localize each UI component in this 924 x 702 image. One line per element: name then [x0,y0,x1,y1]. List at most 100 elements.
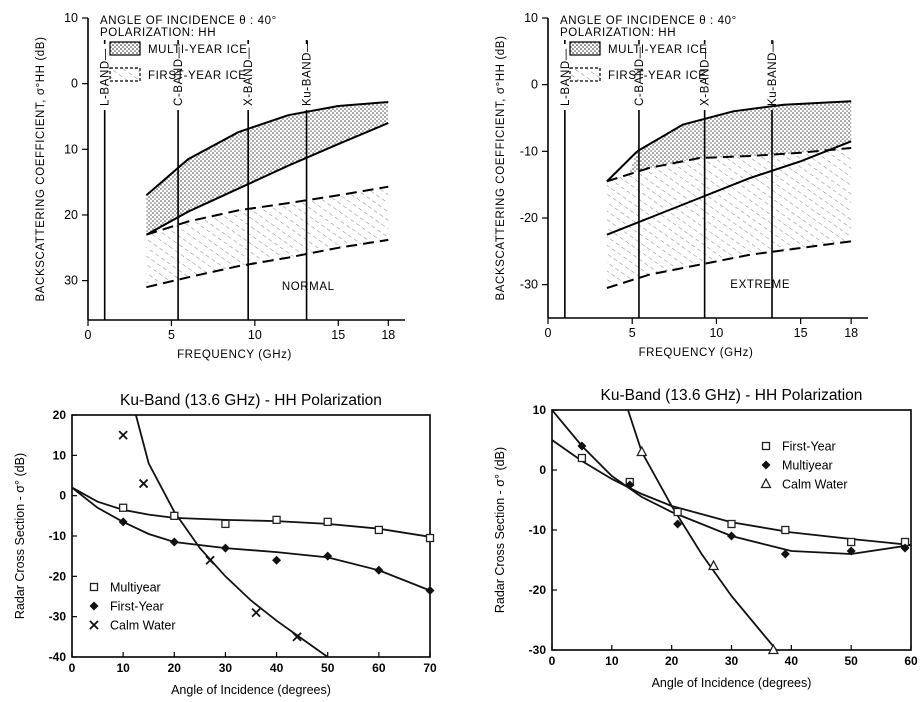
multi-year-ice-lower-curve [606,140,852,236]
point-first-year [673,507,682,517]
plot-frame [551,409,912,651]
point-multiyear [625,480,635,490]
legend-label-first-year-ice: FIRST-YEAR ICE [148,70,247,82]
x-axis-title: Angle of Incidence (degrees) [171,683,331,697]
x-tick-label: 10 [116,661,130,675]
curve-multiyear [552,410,911,555]
x-tick-label: 15 [331,328,345,342]
x-axis-title: Angle of Incidence (degrees) [652,676,812,690]
chart-header-line-2: POLARIZATION: HH [100,27,216,39]
y-tick-label: 10 [64,11,78,25]
legend-label-multi-year-ice: MULTI-YEAR ICE [608,44,708,56]
y-tick-label: 20 [64,208,78,222]
y-tick-label: 10 [53,448,67,462]
y-tick-label: -10 [529,523,547,537]
legend-label-first-year: First-Year [782,440,836,454]
band-label-c-band: C-BAND— [173,46,185,106]
multi-year-ice-upper-curve [145,101,389,197]
curves-group [552,410,911,650]
legend-label-multiyear: Multiyear [782,459,833,473]
point-first-year [169,537,179,547]
legend-marker-multiyear [89,582,99,592]
point-multiyear [727,531,736,541]
point-multiyear [170,511,179,520]
legend-marker-calm-water [760,477,772,489]
x-tick-label: 0 [549,654,556,668]
legend-marker-first-year [761,441,771,451]
chart-title: Ku-Band (13.6 GHz) - HH Polarization [120,392,382,409]
point-calm-water [138,478,149,489]
x-tick-label: 50 [321,661,335,675]
point-first-year [118,517,128,527]
panel-bottom-right: 0 10 20 30 40 50 60 10 0 -10 -20 -30 Ku-Band (13.6 G… [493,387,918,690]
legend-marker-calm-water [89,620,99,630]
band-label-l-band: L-BAND— [100,48,112,106]
x-axis-title: FREQUENCY (GHz) [177,349,292,361]
panel-top-left: L-BAND— C-BAND— X-BAND— Ku-BAND— 10 0 10 20 30 0 5… [35,11,405,361]
legend-swatch-first-year-ice [109,67,141,82]
x-tick-label: 30 [725,654,739,668]
point-calm-water [636,445,648,457]
y-axis-title: BACKSCATTERING COEFFICIENT, σ°HH (dB) [35,37,47,302]
first-year-ice-upper-curve [606,147,852,183]
x-tick-label: 20 [665,654,679,668]
point-calm-water [251,607,261,618]
point-first-year [727,519,736,529]
x-tick-label: 50 [844,654,858,668]
legend-label-multi-year-ice: MULTI-YEAR ICE [148,44,248,56]
x-tick-label: 10 [605,654,619,668]
point-first-year [781,525,790,535]
y-axis-title: Radar Cross Section - σ° (dB) [493,447,507,613]
legend-marker-multiyear [761,460,771,470]
curve-multiyear [72,486,430,538]
point-calm-water [118,430,128,440]
chart-header-line-2: POLARIZATION: HH [560,27,676,39]
x-tick-label: 15 [794,326,808,340]
y-axis-title: BACKSCATTERING COEFFICIENT, σ°HH (dB) [495,36,507,301]
condition-label: EXTREME [730,279,790,291]
x-tick-label: 5 [629,326,636,340]
point-multiyear [374,525,384,535]
multi-year-ice-lower-curve [145,122,389,236]
x-tick-label: 40 [785,654,799,668]
point-first-year [272,555,282,565]
y-tick-label: 20 [53,408,67,422]
y-tick-label: 0 [531,78,538,92]
x-tick-label: 5 [168,328,175,342]
band-label-x-band: X-BAND— [700,47,712,106]
x-tick-label: 20 [168,661,182,675]
first-year-ice-lower-curve [606,240,852,289]
point-first-year [847,537,856,547]
y-tick-label: -30 [529,643,547,657]
point-first-year [374,565,384,575]
y-tick-label: -40 [49,650,67,664]
first-year-ice-lower-curve [146,238,389,289]
point-calm-water [205,555,215,565]
y-tick-label: -20 [49,569,67,583]
y-tick-label: 0 [539,463,546,477]
x-tick-label: 10 [709,326,723,340]
point-multiyear [780,549,790,559]
chart-header-line-1: ANGLE OF INCIDENCE θ : 40° [100,15,277,27]
multi-year-ice-upper-curve [636,100,852,153]
point-first-year [323,551,333,561]
y-tick-label: 10 [533,403,547,417]
x-tick-label: 70 [423,661,437,675]
curve-calm-water [627,410,778,650]
y-tick-label: 10 [524,11,538,25]
y-tick-label: -20 [520,211,538,225]
curve-first-year [552,439,911,546]
y-tick-label: -30 [49,610,67,624]
first-year-ice-upper-curve [146,185,389,236]
first-year-ice-region [146,186,389,288]
x-tick-label: 0 [69,661,76,675]
point-calm-water [767,643,779,655]
y-axis-title: Radar Cross Section - σ° (dB) [13,453,27,619]
point-multiyear [846,546,856,556]
x-axis-title: FREQUENCY (GHz) [639,347,754,359]
x-tick-label: 30 [219,661,233,675]
chart-header-line-1: ANGLE OF INCIDENCE θ : 40° [560,15,737,27]
chart-title: Ku-Band (13.6 GHz) - HH Polarization [601,387,863,404]
legend-swatch-multi-year-ice [109,41,141,56]
band-label-l-band: L-BAND— [560,48,572,106]
